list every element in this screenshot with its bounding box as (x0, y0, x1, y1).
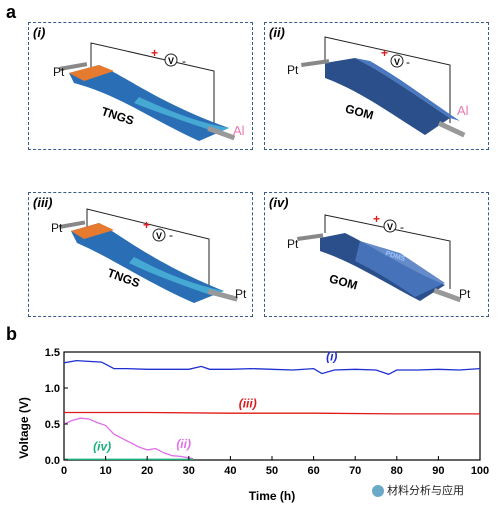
minus-sign: - (406, 55, 410, 69)
minus-sign: - (182, 54, 186, 68)
left-electrode-label: Pt (287, 63, 299, 77)
meter-symbol: V (168, 56, 174, 66)
voltage-time-chart: (i) (iii) (ii) (iv) 0 10 20 30 40 50 60 70 80 90 100 0… (17, 347, 489, 503)
y-axis-label: Voltage (V) (17, 397, 31, 459)
watermark-logo-icon (372, 485, 384, 498)
panel-label: (ii) (269, 25, 285, 40)
y-tick-label: 1.0 (45, 383, 60, 395)
panel-letter-a: a (6, 2, 17, 22)
x-tick-label: 90 (432, 465, 444, 477)
series-line-2 (63, 417, 194, 460)
left-electrode-label: Pt (51, 221, 63, 235)
watermark: 材料分析与应用 (372, 482, 464, 498)
x-tick-label: 20 (141, 465, 153, 477)
right-electrode-label: Al (457, 103, 469, 118)
plus-sign: + (381, 46, 388, 60)
series-label-2: (ii) (176, 437, 191, 451)
panel-iii: (iii) V + - Pt Pt TNGS (28, 192, 253, 317)
x-tick-label: 40 (224, 465, 236, 477)
plus-sign: + (373, 212, 380, 226)
right-electrode-label: Pt (459, 287, 471, 301)
minus-sign: - (169, 228, 173, 242)
series-line-0 (63, 359, 481, 376)
device-illustration: V + - PDMS (297, 212, 462, 303)
x-tick-label: 30 (183, 465, 195, 477)
y-tick-label: 1.5 (45, 347, 60, 359)
watermark-text: 材料分析与应用 (387, 485, 464, 497)
x-tick-label: 60 (307, 465, 319, 477)
x-tick-label: 10 (99, 465, 111, 477)
panel-letter-b: b (6, 324, 17, 344)
x-tick-label: 80 (391, 465, 403, 477)
panel-label: (i) (33, 25, 46, 40)
y-tick-label: 0.0 (45, 455, 60, 467)
x-tick-label: 70 (349, 465, 361, 477)
x-tick-label: 0 (61, 465, 67, 477)
plus-sign: + (151, 46, 158, 60)
series-label-1: (iii) (239, 396, 257, 410)
device-illustration: V + - (301, 36, 466, 138)
panel-ii: (ii) V + - Pt Al GOM (264, 22, 489, 150)
meter-symbol: V (394, 57, 400, 67)
panel-label: (iii) (33, 195, 53, 210)
right-electrode-label: Al (233, 123, 245, 138)
minus-sign: - (400, 220, 404, 234)
device-illustration: V + - (59, 42, 236, 141)
left-electrode-label: Pt (287, 237, 299, 251)
right-electrode-label: Pt (235, 287, 247, 301)
series-line-1 (64, 411, 480, 415)
device-illustration: V + - (59, 208, 238, 303)
plus-sign: + (143, 218, 150, 232)
x-tick-label: 100 (471, 465, 489, 477)
meter-symbol: V (387, 222, 393, 232)
series-label-0: (i) (326, 350, 337, 364)
x-tick-label: 50 (266, 465, 278, 477)
panel-label: (iv) (269, 195, 289, 210)
series-label-3: (iv) (93, 440, 111, 454)
x-axis-label: Time (h) (249, 489, 295, 503)
panel-iv: (iv) V + - PDMS Pt Pt GOM (264, 192, 489, 317)
meter-symbol: V (156, 231, 162, 241)
y-tick-label: 0.5 (45, 419, 60, 431)
panel-i: (i) V + - Pt Al TNGS (28, 22, 253, 150)
left-electrode-label: Pt (53, 65, 65, 79)
